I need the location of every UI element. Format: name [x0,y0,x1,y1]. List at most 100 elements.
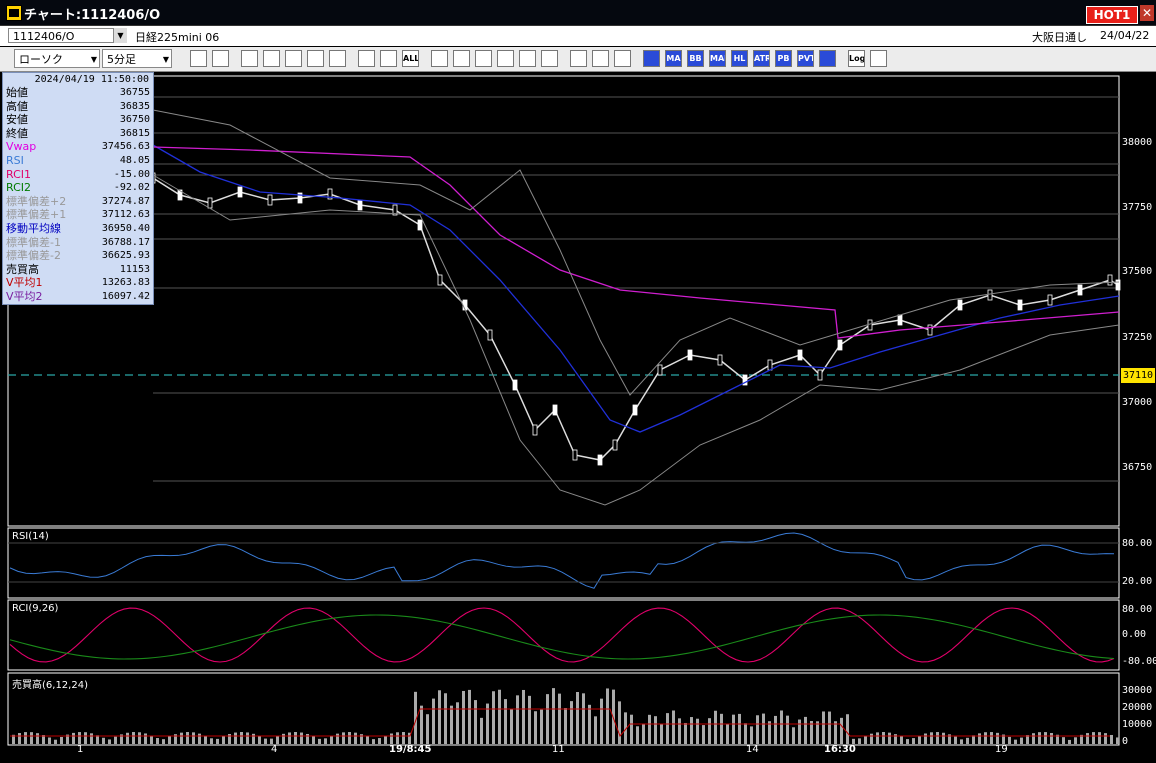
volume-bar [318,738,321,744]
export-icon[interactable] [870,50,887,67]
volume-bar [888,732,891,744]
volume-bar [750,726,753,744]
volume-bar [1062,737,1065,744]
volume-bar [84,732,87,744]
volume-bar [432,698,435,744]
interval-select[interactable]: 5分足 ▼ [102,49,172,68]
info-value: 11153 [119,263,150,275]
candle [1115,279,1121,291]
all-icon[interactable]: ALL [402,50,419,67]
volume-bar [996,732,999,744]
cursor-icon[interactable] [475,50,492,67]
volume-bar [912,738,915,744]
candle [437,274,443,286]
volume-bar [312,736,315,744]
volume-bar [990,732,993,744]
chevron-down-icon[interactable]: ▼ [113,28,127,43]
candle-settings-icon[interactable] [241,50,258,67]
code-input[interactable]: 1112406/O [8,28,126,43]
volume-bar [468,689,471,744]
frame-icon[interactable] [819,50,836,67]
mae-icon[interactable]: MAE [709,50,726,67]
volume-bar [714,710,717,744]
ma-icon[interactable]: MA [665,50,682,67]
chart-icon[interactable] [285,50,302,67]
compare-icon[interactable] [307,50,324,67]
volume-bar [780,710,783,744]
price-panel [7,75,1120,527]
volume-bar [234,732,237,744]
volume-bar [456,702,459,744]
split-icon[interactable] [212,50,229,67]
volume-bar [906,739,909,744]
alert-icon[interactable] [329,50,346,67]
volume-bar [972,735,975,744]
volume-bar [660,724,663,744]
settings-icon[interactable] [570,50,587,67]
volume-bar [138,732,141,744]
hot-button[interactable]: HOT1 [1086,6,1138,24]
info-row: RCI1 -15.00 [3,168,153,181]
volume-bar [510,709,513,744]
candle [207,197,213,209]
market-label: 大阪日通し [1032,31,1087,44]
chart-type-select[interactable]: ローソク ▼ [14,49,100,68]
price-tick: 37500 [1122,266,1153,277]
info-row: RCI2 -92.02 [3,181,153,194]
volume-bar [324,738,327,744]
volume-bar [1014,739,1017,744]
color-icon[interactable] [614,50,631,67]
chart-type-value: ローソク [19,53,63,66]
volume-bar [258,735,261,744]
volume-bar [1026,735,1029,744]
volume-bar [732,714,735,744]
volume-bar [264,738,267,744]
volume-bar [1098,732,1101,744]
doc-icon[interactable] [519,50,536,67]
zoom-icon[interactable] [190,50,207,67]
volume-bar [1056,734,1059,744]
info-label: 高値 [6,99,28,113]
info-row: 高値 36835 [3,100,153,113]
candle [867,319,873,331]
chart-area[interactable] [0,72,1156,760]
hl-icon[interactable]: HL [731,50,748,67]
line-tool-icon[interactable] [453,50,470,67]
log-icon[interactable]: Log [848,50,865,67]
volume-bar [168,736,171,744]
pen-icon[interactable] [431,50,448,67]
volume-bar [528,695,531,744]
curve-icon[interactable] [497,50,514,67]
volume-bar [522,689,525,744]
bb-icon[interactable]: BB [687,50,704,67]
marker-icon[interactable] [380,50,397,67]
volume-bar [606,688,609,744]
pvt-icon[interactable]: PVT [797,50,814,67]
volume-bar [204,735,207,744]
close-icon[interactable]: ✕ [1140,5,1154,21]
candle-icon[interactable] [358,50,375,67]
tool-icon[interactable] [592,50,609,67]
indicator-icon[interactable] [643,50,660,67]
volume-bar [300,732,303,744]
interval-value: 5分足 [107,53,136,66]
candle [742,374,748,386]
info-value: 36788.17 [101,236,150,248]
search-icon[interactable] [263,50,280,67]
title-bar: チャート:1112406/O HOT1 ✕ [0,0,1156,26]
atr-icon[interactable]: ATR [753,50,770,67]
volume-bar [1038,732,1041,744]
trash-icon[interactable] [541,50,558,67]
pb-icon[interactable]: PB [775,50,792,67]
volume-bar [30,732,33,744]
rci2-line [9,614,1115,660]
volume-bar [534,711,537,744]
volume-bar [360,734,363,744]
volume-bar [546,694,549,744]
chevron-down-icon: ▼ [162,55,169,64]
candle [687,349,693,361]
chart-canvas[interactable] [0,72,1156,760]
rsi-tick: 20.00 [1122,576,1153,587]
rsi-tick: 80.00 [1122,538,1153,549]
info-value: -92.02 [113,182,150,194]
